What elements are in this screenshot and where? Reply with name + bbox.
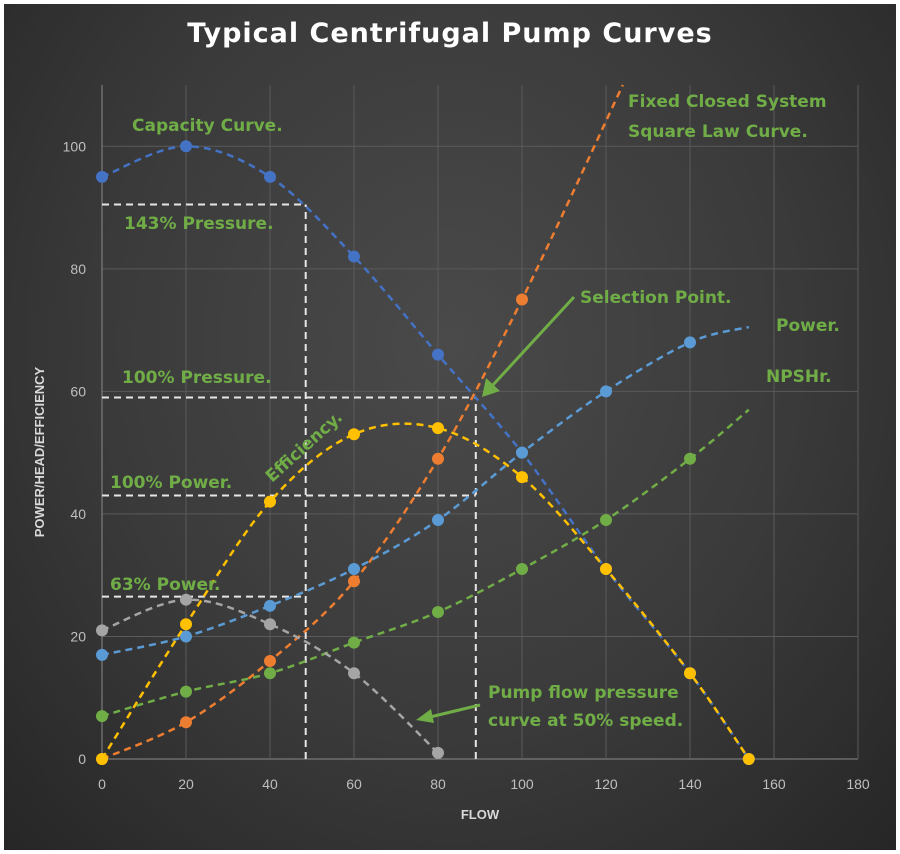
annotation-half-speed-1: Pump flow pressure bbox=[488, 683, 679, 703]
data-point-capacity bbox=[348, 250, 360, 263]
data-point-efficiency bbox=[432, 422, 444, 435]
x-tick-label: 180 bbox=[846, 776, 870, 792]
data-point-npshr bbox=[516, 563, 528, 576]
data-point-half_speed bbox=[432, 746, 444, 759]
data-point-power bbox=[684, 336, 696, 349]
data-point-npshr bbox=[600, 514, 612, 527]
data-point-efficiency bbox=[684, 667, 696, 680]
annotation-100-power: 100% Power. bbox=[110, 473, 232, 493]
series-line-half_speed bbox=[101, 598, 439, 754]
annotation-100-pressure: 100% Pressure. bbox=[122, 368, 272, 388]
data-point-half_speed bbox=[348, 667, 360, 680]
y-tick-label: 40 bbox=[70, 506, 86, 522]
chart-area bbox=[4, 4, 896, 850]
data-point-system bbox=[348, 575, 360, 588]
data-point-power bbox=[96, 648, 108, 661]
y-tick-label: 0 bbox=[78, 751, 86, 767]
x-tick-label: 160 bbox=[762, 776, 786, 792]
data-point-half_speed bbox=[264, 618, 276, 631]
series-line-capacity bbox=[101, 145, 750, 760]
data-point-npshr bbox=[96, 710, 108, 723]
x-tick-label: 0 bbox=[98, 776, 106, 792]
data-point-efficiency bbox=[180, 618, 192, 631]
data-point-power bbox=[516, 446, 528, 459]
x-axis-label: FLOW bbox=[461, 807, 500, 822]
annotation-efficiency: Efficiency. bbox=[262, 408, 347, 487]
annotation-npshr: NPSHr. bbox=[766, 367, 832, 387]
series-line-system bbox=[101, 84, 624, 761]
chart-title: Typical Centrifugal Pump Curves bbox=[187, 18, 713, 49]
annotation-system-1: Fixed Closed System bbox=[628, 92, 827, 112]
y-axis-label: POWER/HEAD/EFFICIENCY bbox=[32, 366, 47, 537]
x-tick-label: 20 bbox=[178, 776, 194, 792]
selection-arrow bbox=[482, 295, 576, 397]
y-tick-label: 80 bbox=[70, 261, 86, 277]
data-point-efficiency bbox=[600, 563, 612, 576]
annotation-power: Power. bbox=[776, 316, 840, 336]
data-point-system bbox=[516, 293, 528, 306]
series-half_speed bbox=[96, 593, 444, 759]
y-tick-label: 20 bbox=[70, 628, 86, 644]
x-tick-label: 100 bbox=[510, 776, 534, 792]
series-line-efficiency bbox=[100, 422, 750, 760]
annotation-system-2: Square Law Curve. bbox=[628, 122, 808, 142]
x-tick-label: 40 bbox=[262, 776, 278, 792]
data-point-npshr bbox=[264, 667, 276, 680]
data-point-capacity bbox=[264, 170, 276, 183]
data-point-npshr bbox=[432, 605, 444, 618]
data-point-efficiency bbox=[264, 495, 276, 508]
annotation-capacity: Capacity Curve. bbox=[132, 116, 283, 136]
x-tick-label: 120 bbox=[594, 776, 618, 792]
data-point-power bbox=[348, 563, 360, 576]
data-point-efficiency bbox=[96, 753, 108, 765]
data-point-power bbox=[180, 630, 192, 643]
series-line-npshr bbox=[101, 408, 750, 718]
data-point-efficiency bbox=[348, 428, 360, 441]
annotation-selection-point: Selection Point. bbox=[580, 288, 732, 308]
data-point-power bbox=[432, 514, 444, 527]
series-system bbox=[96, 84, 624, 765]
data-point-half_speed bbox=[96, 624, 108, 637]
data-point-system bbox=[264, 654, 276, 667]
y-tick-label: 100 bbox=[63, 138, 87, 154]
data-point-efficiency bbox=[516, 471, 528, 484]
x-tick-label: 80 bbox=[430, 776, 446, 792]
data-point-npshr bbox=[348, 636, 360, 649]
data-point-capacity bbox=[432, 348, 444, 361]
data-point-npshr bbox=[180, 685, 192, 698]
series-efficiency bbox=[96, 422, 755, 765]
series-power bbox=[96, 325, 750, 661]
data-point-power bbox=[264, 599, 276, 612]
data-point-power bbox=[600, 385, 612, 398]
annotation-63-power: 63% Power. bbox=[110, 575, 220, 595]
data-point-npshr bbox=[684, 452, 696, 465]
annotation-143-pressure: 143% Pressure. bbox=[124, 214, 274, 234]
series-npshr bbox=[96, 408, 750, 723]
y-tick-label: 60 bbox=[70, 383, 86, 399]
data-point-half_speed bbox=[180, 593, 192, 606]
data-point-system bbox=[180, 716, 192, 729]
x-tick-label: 140 bbox=[678, 776, 702, 792]
data-point-capacity bbox=[96, 170, 108, 183]
annotation-half-speed-2: curve at 50% speed. bbox=[488, 711, 683, 731]
data-point-efficiency bbox=[742, 753, 755, 765]
data-point-capacity bbox=[180, 140, 192, 153]
x-tick-label: 60 bbox=[346, 776, 362, 792]
data-point-system bbox=[432, 452, 444, 465]
half-speed-arrow bbox=[416, 703, 481, 723]
